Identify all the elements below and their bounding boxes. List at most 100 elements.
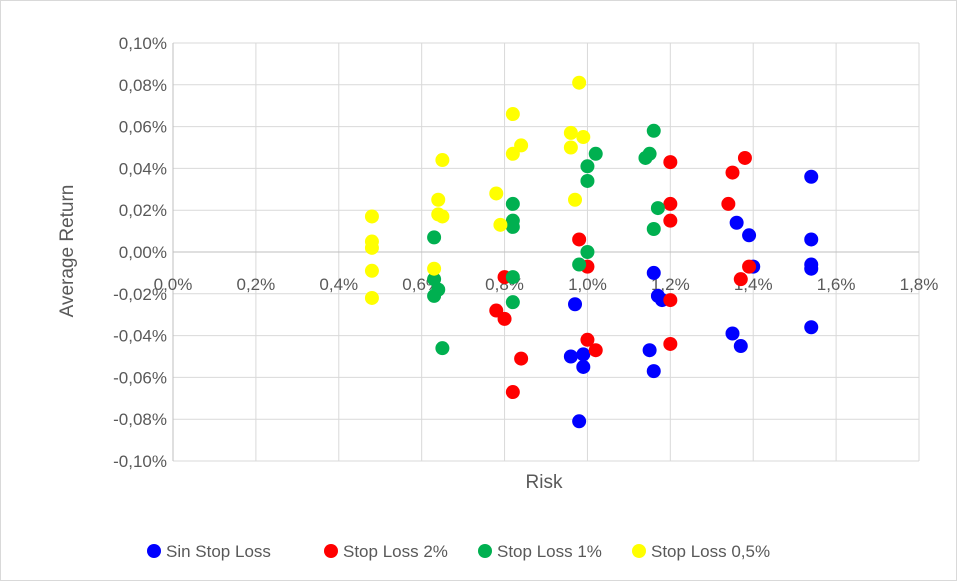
point-sin-stop-loss <box>804 169 819 184</box>
point-stop-loss-1 <box>646 222 661 237</box>
y-tick-label: -0,10% <box>113 452 167 471</box>
legend: Sin Stop Loss Stop Loss 2% Stop Loss 1% Sto… <box>147 542 770 561</box>
x-tick-label: 1,2% <box>651 275 690 294</box>
point-stop-loss-1 <box>650 201 665 216</box>
point-stop-loss-0-5 <box>505 146 520 161</box>
y-axis-title: Average Return <box>57 185 78 318</box>
point-stop-loss-1 <box>638 150 653 165</box>
y-tick-label: -0,06% <box>113 368 167 387</box>
legend-marker <box>632 544 646 558</box>
point-stop-loss-2 <box>733 272 748 287</box>
point-stop-loss-0-5 <box>364 290 379 305</box>
point-stop-loss-2 <box>737 150 752 165</box>
point-stop-loss-2 <box>663 213 678 228</box>
legend-label: Sin Stop Loss <box>166 542 271 561</box>
y-tick-label: 0,10% <box>119 34 167 53</box>
legend-item-stop-loss-0-5: Stop Loss 0,5% <box>632 542 770 561</box>
point-stop-loss-2 <box>663 196 678 211</box>
point-sin-stop-loss <box>804 261 819 276</box>
axes <box>172 43 919 461</box>
point-stop-loss-0-5 <box>364 209 379 224</box>
point-stop-loss-0-5 <box>435 153 450 168</box>
point-stop-loss-2 <box>663 293 678 308</box>
tick-labels: 0,10% 0,08% 0,06% 0,04% 0,02% 0,00% -0,02% -0,0… <box>113 34 938 471</box>
data-points <box>364 75 819 429</box>
point-stop-loss-2 <box>580 332 595 347</box>
y-tick-label: -0,08% <box>113 410 167 429</box>
point-sin-stop-loss <box>646 364 661 379</box>
point-stop-loss-2 <box>742 259 757 274</box>
y-tick-label: 0,02% <box>119 201 167 220</box>
y-tick-label: -0,04% <box>113 327 167 346</box>
point-stop-loss-2 <box>572 232 587 247</box>
point-stop-loss-2 <box>514 351 529 366</box>
y-tick-label: 0,04% <box>119 159 167 178</box>
legend-item-sin-stop-loss: Sin Stop Loss <box>147 542 271 561</box>
point-sin-stop-loss <box>646 265 661 280</box>
x-tick-label: 0,0% <box>154 275 193 294</box>
point-stop-loss-1 <box>427 230 442 245</box>
point-stop-loss-1 <box>435 341 450 356</box>
point-sin-stop-loss <box>804 320 819 335</box>
point-sin-stop-loss <box>733 339 748 354</box>
point-stop-loss-1 <box>580 173 595 188</box>
point-stop-loss-0-5 <box>563 125 578 140</box>
legend-label: Stop Loss 1% <box>497 542 602 561</box>
x-axis-title: Risk <box>526 472 563 493</box>
point-stop-loss-0-5 <box>364 240 379 255</box>
point-stop-loss-1 <box>427 288 442 303</box>
point-stop-loss-1 <box>646 123 661 138</box>
point-stop-loss-1 <box>505 270 520 285</box>
legend-label: Stop Loss 2% <box>343 542 448 561</box>
point-stop-loss-0-5 <box>568 192 583 207</box>
point-stop-loss-2 <box>721 196 736 211</box>
y-tick-label: -0,02% <box>113 285 167 304</box>
y-tick-label: 0,08% <box>119 76 167 95</box>
point-stop-loss-2 <box>497 311 512 326</box>
legend-marker <box>147 544 161 558</box>
point-stop-loss-1 <box>572 257 587 272</box>
point-stop-loss-2 <box>505 385 520 400</box>
point-stop-loss-0-5 <box>431 192 446 207</box>
point-stop-loss-1 <box>505 219 520 234</box>
x-tick-label: 0,4% <box>319 275 358 294</box>
x-tick-label: 1,0% <box>568 275 607 294</box>
point-stop-loss-0-5 <box>505 107 520 122</box>
x-tick-label: 0,2% <box>237 275 276 294</box>
point-stop-loss-0-5 <box>572 75 587 90</box>
x-tick-label: 1,8% <box>900 275 939 294</box>
point-sin-stop-loss <box>572 414 587 429</box>
y-tick-label: 0,00% <box>119 243 167 262</box>
point-sin-stop-loss <box>576 347 591 362</box>
legend-label: Stop Loss 0,5% <box>651 542 770 561</box>
point-stop-loss-1 <box>505 295 520 310</box>
legend-item-stop-loss-2: Stop Loss 2% <box>324 542 448 561</box>
point-stop-loss-1 <box>580 159 595 174</box>
point-stop-loss-1 <box>588 146 603 161</box>
point-stop-loss-2 <box>663 336 678 351</box>
point-sin-stop-loss <box>563 349 578 364</box>
point-sin-stop-loss <box>804 232 819 247</box>
point-sin-stop-loss <box>642 343 657 358</box>
point-stop-loss-0-5 <box>493 217 508 232</box>
point-sin-stop-loss <box>725 326 740 341</box>
point-stop-loss-2 <box>588 343 603 358</box>
point-sin-stop-loss <box>568 297 583 312</box>
legend-item-stop-loss-1: Stop Loss 1% <box>478 542 602 561</box>
point-stop-loss-2 <box>663 155 678 170</box>
point-stop-loss-1 <box>505 196 520 211</box>
point-stop-loss-0-5 <box>427 261 442 276</box>
point-stop-loss-0-5 <box>563 140 578 155</box>
point-stop-loss-0-5 <box>576 130 591 145</box>
point-sin-stop-loss <box>729 215 744 230</box>
x-tick-label: 1,6% <box>817 275 856 294</box>
point-sin-stop-loss <box>576 359 591 374</box>
point-stop-loss-1 <box>580 245 595 259</box>
legend-marker <box>478 544 492 558</box>
point-stop-loss-0-5 <box>489 186 504 201</box>
legend-marker <box>324 544 338 558</box>
point-stop-loss-2 <box>725 165 740 180</box>
point-stop-loss-0-5 <box>364 263 379 278</box>
